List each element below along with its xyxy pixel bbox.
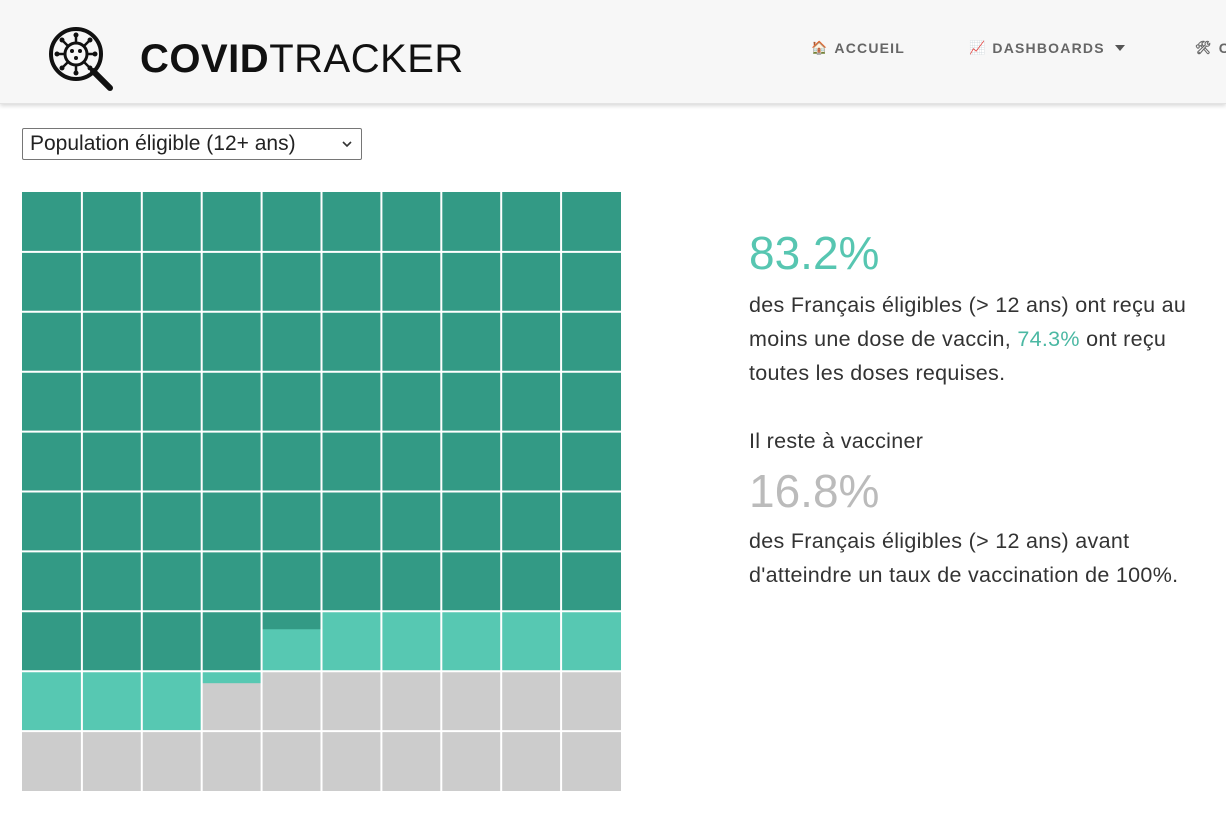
nav-item-accueil[interactable]: 🏠 ACCUEIL xyxy=(811,40,905,56)
nav-item-dashboards[interactable]: 📈 DASHBOARDS xyxy=(969,40,1125,56)
waffle-full-dose-cell-partial xyxy=(261,611,322,630)
brand[interactable]: COVIDTRACKER xyxy=(46,24,464,94)
population-select-value: Population éligible (12+ ans) xyxy=(30,132,296,155)
chevron-down-icon xyxy=(342,141,352,148)
nav-item-label: ACCUEIL xyxy=(834,40,906,56)
brand-name: COVIDTRACKER xyxy=(140,39,464,79)
waffle-first-dose-cell-partial xyxy=(201,671,262,684)
full-vaccination-text: ont reçu toutes les doses requises. xyxy=(749,327,1167,385)
nav-item-outils[interactable]: 🛠 C xyxy=(1195,40,1226,56)
virus-magnifier-logo-icon xyxy=(49,27,113,91)
tools-icon: 🛠 xyxy=(1195,40,1213,55)
chart-increasing-icon: 📈 xyxy=(969,40,987,55)
waffle-first-dose-row-partial xyxy=(22,671,202,732)
full-vaccination-percentage: 74.3% xyxy=(1017,327,1080,351)
vaccination-waffle-chart xyxy=(22,192,621,791)
remaining-description: des Français éligibles (> 12 ans) avant … xyxy=(749,529,1179,587)
nav-item-label: C xyxy=(1218,40,1226,56)
population-select[interactable]: Population éligible (12+ ans) xyxy=(22,128,362,160)
brand-name-light: TRACKER xyxy=(269,37,464,81)
vaccination-stats: 83.2% des Français éligibles (> 12 ans) … xyxy=(749,230,1209,592)
house-icon: 🏠 xyxy=(811,40,829,55)
nav-menu: 🏠 ACCUEIL 📈 DASHBOARDS 🛠 C xyxy=(0,40,1226,60)
navbar: COVIDTRACKER 🏠 ACCUEIL 📈 DASHBOARDS 🛠 C xyxy=(0,0,1226,104)
first-dose-description: des Français éligibles (> 12 ans) ont re… xyxy=(749,288,1209,390)
first-dose-percentage: 83.2% xyxy=(749,227,880,279)
first-dose-text: des Français éligibles (> 12 ans) ont re… xyxy=(749,293,1187,351)
nav-item-label: DASHBOARDS xyxy=(992,40,1105,56)
caret-down-icon xyxy=(1114,45,1125,51)
brand-name-bold: COVID xyxy=(140,37,270,81)
remaining-intro: Il reste à vacciner xyxy=(749,429,924,453)
remaining-percentage: 16.8% xyxy=(749,465,880,517)
